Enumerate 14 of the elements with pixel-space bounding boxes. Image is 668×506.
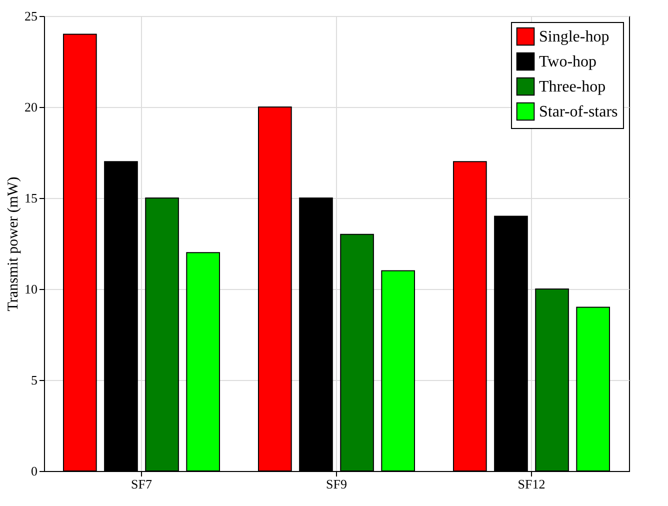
y-tick-label: 0: [31, 464, 38, 478]
y-tick-label: 15: [24, 190, 38, 206]
y-tick-label: 25: [24, 8, 38, 24]
legend-label: Star-of-stars: [539, 104, 618, 120]
y-tick-label: 5: [31, 372, 38, 388]
legend-label: Two-hop: [539, 54, 597, 70]
y-tick-label: 10: [24, 282, 38, 296]
x-tick-label: SF9: [326, 476, 347, 492]
x-tick-label: SF12: [518, 476, 546, 492]
legend-label: Three-hop: [539, 78, 606, 96]
y-axis-title: Transmit power (mW): [6, 176, 22, 312]
legend-label: Single-hop: [539, 28, 610, 46]
x-tick-label: SF7: [131, 476, 152, 492]
y-tick-label: 20: [24, 100, 38, 114]
